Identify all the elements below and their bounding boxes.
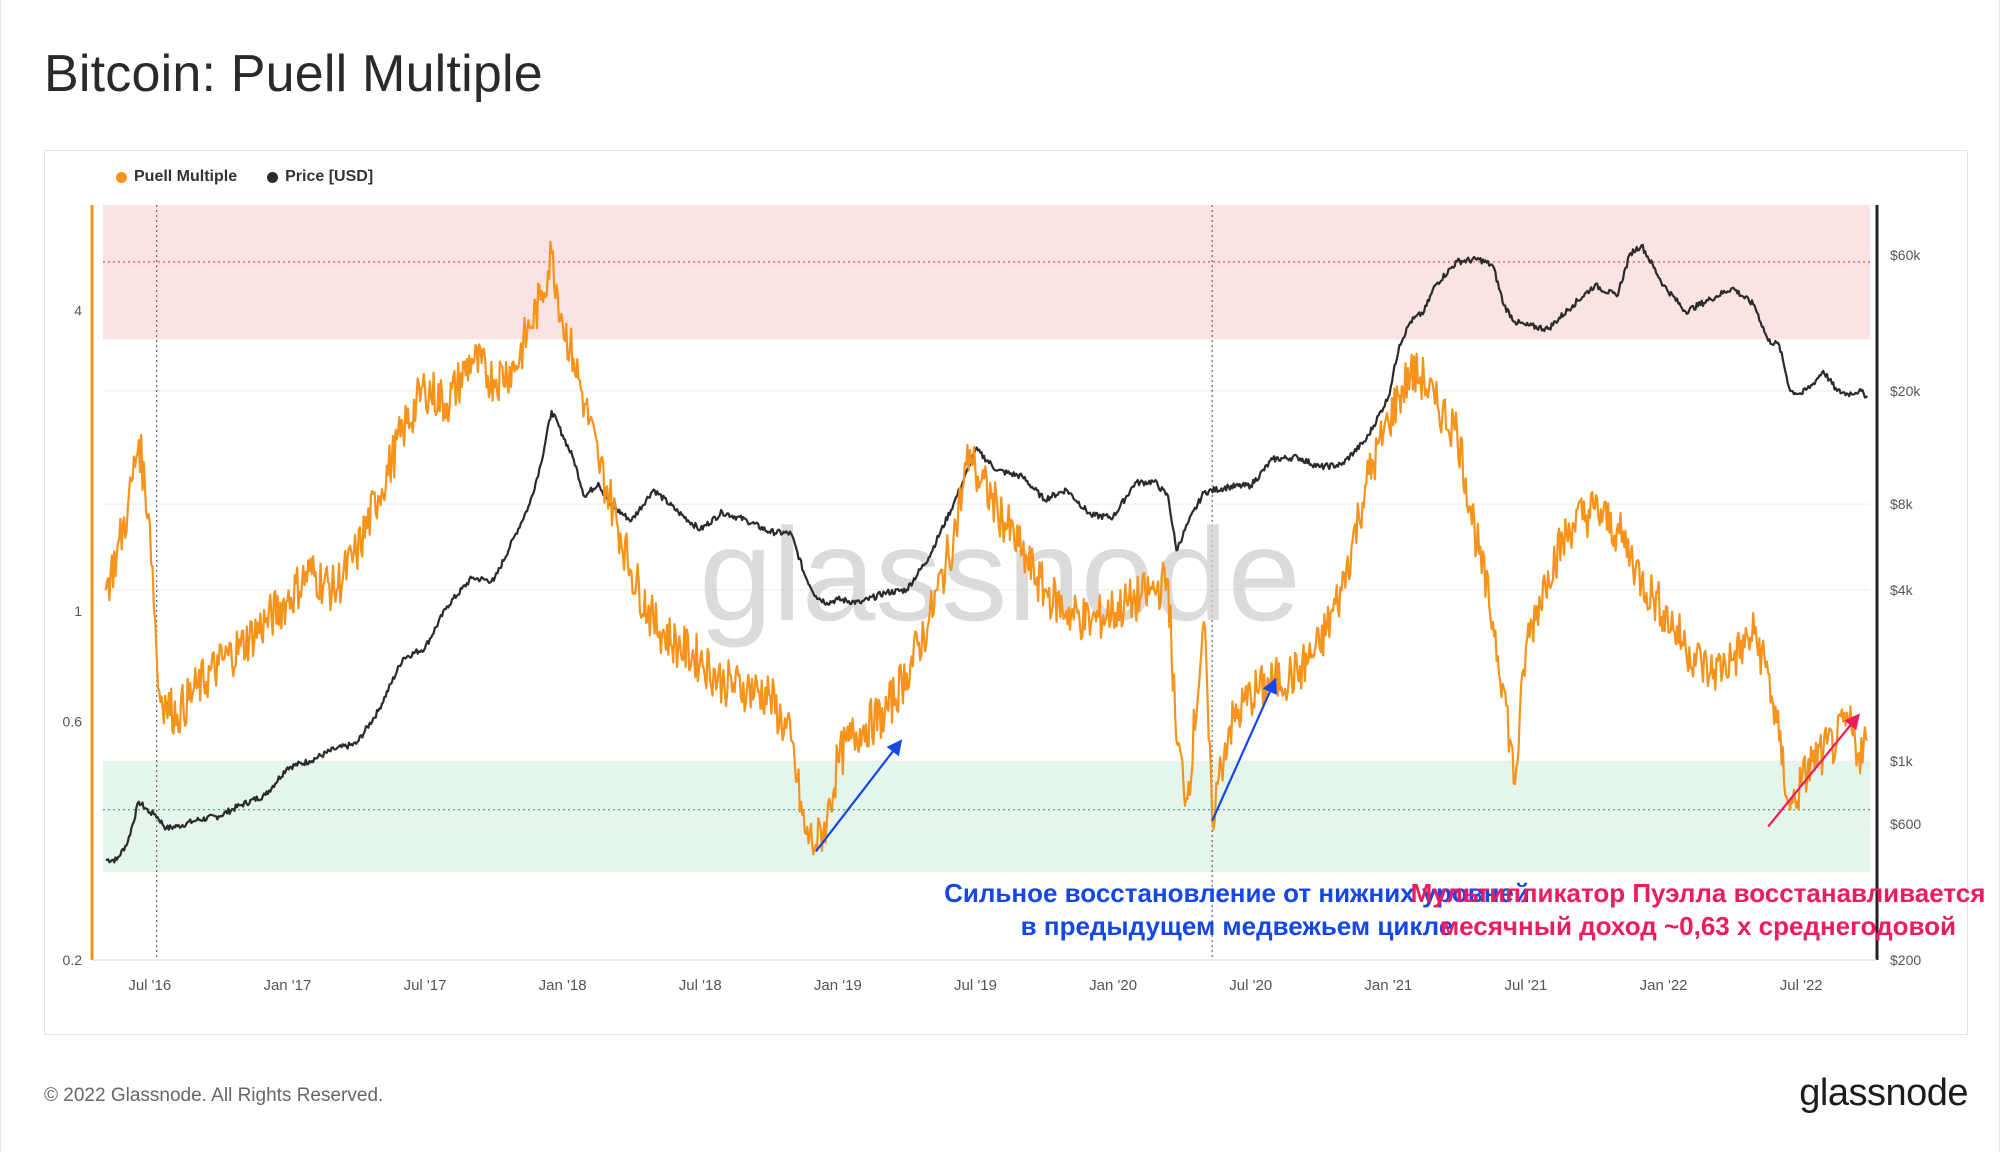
x-tick-label: Jan '18 <box>539 977 587 994</box>
annotation-text-blue: в предыдущем медвежьем цикле <box>1021 911 1454 941</box>
band-overvalued <box>103 205 1870 340</box>
x-tick-label: Jul '17 <box>404 977 447 994</box>
band-undervalued <box>103 761 1870 873</box>
chart-legend: Puell Multiple Price [USD] <box>116 168 373 186</box>
annotation-arrow-blue-1 <box>1211 677 1277 822</box>
x-tick-label: Jan '19 <box>814 977 862 994</box>
x-tick-label: Jul '19 <box>954 977 997 994</box>
left-tick-label: 0.6 <box>63 714 83 730</box>
right-tick-label: $1k <box>1890 753 1914 769</box>
left-tick-label: 4 <box>74 302 82 318</box>
annotation-arrow-pink-0 <box>1767 713 1860 828</box>
x-tick-label: Jul '22 <box>1780 977 1823 994</box>
page-title: Bitcoin: Puell Multiple <box>44 45 543 103</box>
right-tick-label: $20k <box>1890 383 1921 399</box>
right-tick-label: $200 <box>1890 952 1921 968</box>
legend-dot-puell-icon <box>116 171 127 183</box>
right-tick-label: $4k <box>1890 582 1914 598</box>
legend-label-puell: Puell Multiple <box>134 168 238 185</box>
annotation-arrow-blue-0 <box>814 739 903 853</box>
x-tick-label: Jan '22 <box>1640 977 1688 994</box>
right-tick-label: $60k <box>1890 247 1921 263</box>
chart-frame <box>44 150 1968 1035</box>
x-tick-label: Jul '16 <box>128 977 171 994</box>
right-tick-label: $600 <box>1890 816 1921 832</box>
price-series-line <box>105 243 1869 864</box>
x-tick-label: Jul '18 <box>679 977 722 994</box>
annotation-text-blue: Сильное восстановление от нижних уровней <box>944 878 1530 908</box>
glassnode-logo[interactable]: glassnode <box>1799 1072 1968 1114</box>
right-tick-label: $8k <box>1890 496 1914 512</box>
legend-dot-price-icon <box>267 171 279 183</box>
legend-item-price[interactable]: Price [USD] <box>267 168 373 186</box>
x-tick-label: Jan '17 <box>263 977 311 994</box>
left-tick-label: 0.2 <box>63 952 83 968</box>
puell-series-line <box>104 240 1869 856</box>
annotation-text-pink: Мультипликатор Пуэлла восстанавливается <box>1411 878 1986 908</box>
copyright-text: © 2022 Glassnode. All Rights Reserved. <box>44 1085 384 1106</box>
left-tick-label: 1 <box>74 603 82 619</box>
x-tick-label: Jul '21 <box>1505 977 1548 994</box>
annotation-text-pink: месячный доход ~0,63 x среднегодовой <box>1440 911 1956 941</box>
x-tick-label: Jan '21 <box>1364 977 1412 994</box>
x-tick-label: Jan '20 <box>1089 977 1137 994</box>
x-tick-label: Jul '20 <box>1229 977 1272 994</box>
legend-label-price: Price [USD] <box>285 168 374 185</box>
legend-item-puell[interactable]: Puell Multiple <box>116 168 237 186</box>
